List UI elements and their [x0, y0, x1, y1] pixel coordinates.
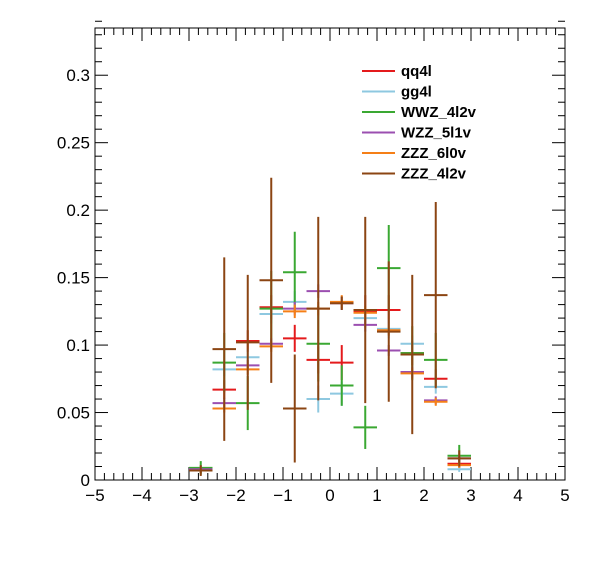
x-tick-label: 2: [419, 486, 428, 505]
legend-label: gg4l: [401, 84, 432, 101]
legend-label: WWZ_4l2v: [401, 104, 477, 121]
x-tick-label: −4: [132, 486, 151, 505]
y-tick-label: 0.05: [57, 404, 90, 423]
plot-frame: [94, 27, 566, 481]
x-tick-label: −5: [85, 486, 104, 505]
series-ZZZ_6l0v: [189, 295, 471, 472]
data-series: [189, 177, 471, 476]
x-tick-label: 3: [466, 486, 475, 505]
series-gg4l: [189, 291, 471, 472]
legend-label: qq4l: [401, 63, 432, 80]
legend: qq4l gg4l WWZ_4l2v WZZ_5l1v ZZZ_6l0v ZZZ_4l2v: [362, 63, 477, 183]
y-tick-label: 0.15: [57, 269, 90, 288]
x-tick-label: 5: [560, 486, 569, 505]
y-tick-label: 0: [81, 471, 90, 490]
x-tick-label: −3: [179, 486, 198, 505]
series-ZZZ_4l2v: [189, 177, 471, 476]
x-tick-label: 4: [513, 486, 522, 505]
x-tick-label: −1: [273, 486, 292, 505]
x-tick-label: 1: [372, 486, 381, 505]
x-tick-label: −2: [226, 486, 245, 505]
legend-label: ZZZ_4l2v: [401, 166, 467, 183]
legend-label: WZZ_5l1v: [401, 125, 472, 142]
x-tick-label: 0: [325, 486, 334, 505]
y-tick-label: 0.2: [66, 201, 90, 220]
axes: −5 −4 −3 −2 −1 0 1 2 3 4 5 0 0.05 0.1 0.15 0.2 0.25 0.3: [57, 20, 570, 505]
legend-label: ZZZ_6l0v: [401, 145, 467, 162]
y-tick-label: 0.3: [66, 66, 90, 85]
series-qq4l: [189, 295, 471, 474]
y-tick-label: 0.1: [66, 336, 90, 355]
y-tick-label: 0.25: [57, 134, 90, 153]
